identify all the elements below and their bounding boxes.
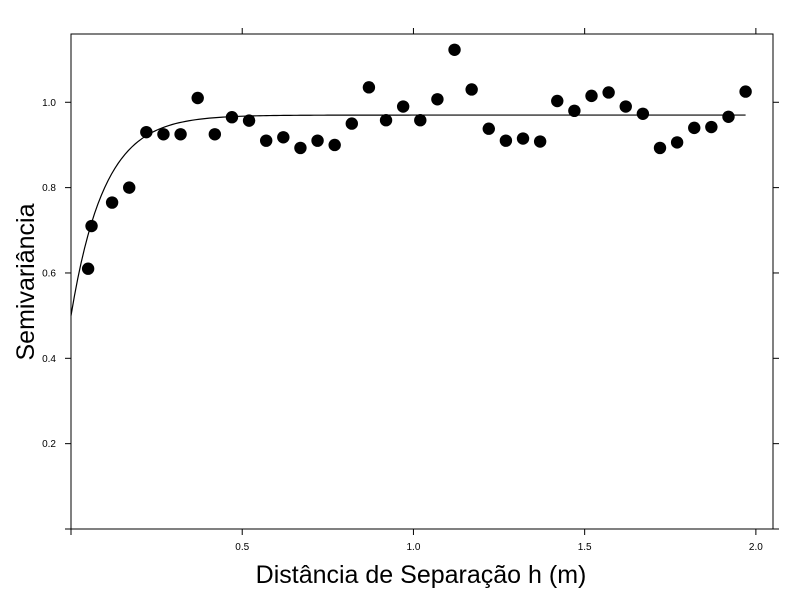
data-point [208,128,222,141]
data-point [414,113,427,127]
data-point [568,104,581,118]
data-point [705,120,718,134]
data-point [499,134,513,147]
data-point [551,94,564,108]
y-tick-label: 0.4 [42,354,56,365]
data-point [157,128,170,141]
data-point [328,138,341,152]
data-point [448,43,461,56]
data-point [619,100,632,113]
data-points [81,43,752,275]
data-point [105,196,119,209]
data-point [431,93,444,106]
data-point [653,141,667,155]
data-point [311,134,324,147]
y-axis-title: Semivariância [12,203,40,360]
data-point [379,113,393,127]
data-point [85,219,98,233]
y-tick-label: 0.8 [42,183,56,194]
plot-frame [70,33,774,530]
data-point [602,86,615,99]
data-point [242,114,256,127]
x-axis-title: Distância de Separação h (m) [256,561,587,589]
data-point [345,117,358,130]
data-point [533,135,547,148]
x-tick-label: 0.5 [235,542,249,553]
data-point [174,128,187,141]
data-point [739,85,752,98]
data-point [277,131,290,144]
data-point [688,121,701,135]
model-fit-curve [70,114,746,316]
data-point [123,181,136,194]
x-tick-label: 2.0 [749,542,763,553]
data-point [516,132,530,145]
data-point [636,107,650,120]
y-tick-label: 0.2 [42,439,56,450]
data-point [225,111,239,124]
axis-ticks: 0.5 1.0 1.5 2.0 0.2 0.4 0.6 0.8 1.0 [42,28,779,553]
data-point [396,100,410,113]
data-point [259,134,273,147]
data-point [191,91,204,105]
data-point [362,81,376,94]
y-tick-label: 1.0 [42,98,56,109]
data-point [670,136,684,149]
data-point [722,110,735,123]
data-point [482,122,495,135]
data-point [585,89,598,103]
data-point [294,141,307,155]
x-tick-label: 1.0 [406,542,420,553]
x-tick-label: 1.5 [578,542,592,553]
y-tick-label: 0.6 [42,268,56,279]
data-point [140,125,153,139]
data-point [81,262,95,275]
data-point [465,83,478,96]
